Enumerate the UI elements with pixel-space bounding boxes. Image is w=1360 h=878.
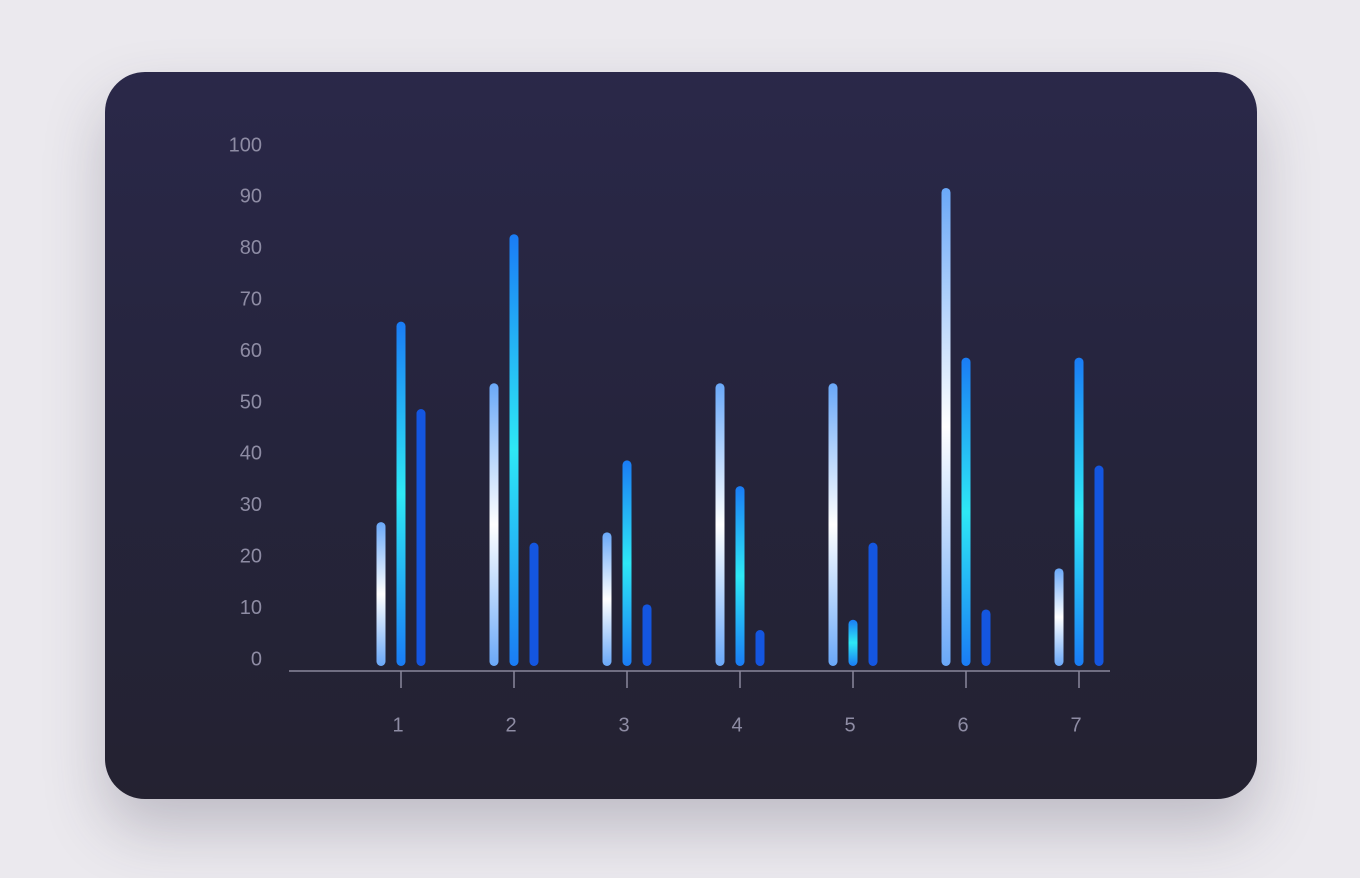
- y-tick-label: 80: [240, 237, 262, 259]
- y-tick-label: 10: [240, 597, 262, 619]
- bar: [1074, 357, 1084, 666]
- bar: [828, 383, 838, 666]
- x-tick-label: 3: [618, 714, 629, 736]
- bar: [602, 532, 612, 666]
- bar: [941, 187, 951, 667]
- y-tick-label: 30: [240, 494, 262, 516]
- y-tick-label: 40: [240, 443, 262, 465]
- y-tick-label: 100: [229, 134, 262, 156]
- x-tick-label: 4: [731, 714, 742, 736]
- bar: [981, 609, 991, 666]
- x-tick-label: 7: [1070, 714, 1081, 736]
- y-tick-label: 50: [240, 391, 262, 413]
- bar: [416, 409, 426, 666]
- bar: [622, 460, 632, 666]
- bar: [735, 486, 745, 666]
- bar: [376, 522, 386, 666]
- x-tick-label: 5: [844, 714, 855, 736]
- bar: [715, 383, 725, 666]
- y-tick-label: 70: [240, 288, 262, 310]
- bar: [1054, 568, 1064, 666]
- x-tick-label: 6: [957, 714, 968, 736]
- bar: [961, 357, 971, 666]
- bar: [1094, 465, 1104, 666]
- bar: [489, 383, 499, 666]
- bar: [755, 630, 765, 666]
- chart-card: [105, 72, 1257, 799]
- bar: [642, 604, 652, 666]
- y-tick-label: 0: [251, 648, 262, 670]
- bar: [529, 542, 539, 666]
- x-tick-label: 1: [392, 714, 403, 736]
- x-tick-label: 2: [505, 714, 516, 736]
- y-tick-label: 20: [240, 545, 262, 567]
- bar: [509, 234, 519, 667]
- y-tick-label: 60: [240, 340, 262, 362]
- y-tick-label: 90: [240, 186, 262, 208]
- bar: [868, 542, 878, 666]
- bar: [396, 321, 406, 666]
- bar: [848, 619, 858, 666]
